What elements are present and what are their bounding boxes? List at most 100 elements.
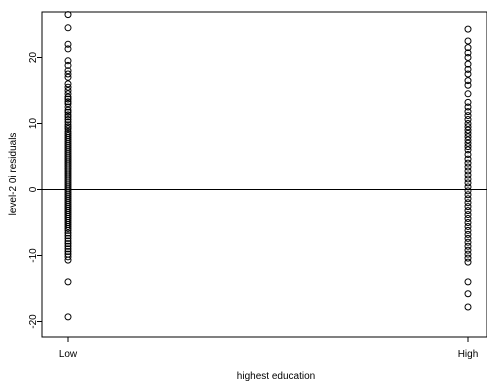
data-point-low [64,40,72,48]
data-point-high [464,219,472,226]
data-point-high [464,49,472,57]
data-point-low [64,116,72,124]
data-point-low [64,123,72,131]
data-point-low [64,237,72,245]
data-point-high [464,246,472,254]
data-point-high [464,278,472,286]
data-point-high [464,123,472,131]
data-point-high [464,187,472,195]
data-point-low [64,93,72,101]
data-point-low [64,125,72,133]
data-point-high [464,65,472,73]
data-point-low [64,222,72,230]
data-points [64,11,472,321]
data-point-high [464,44,472,52]
data-point-low [64,234,72,242]
data-point-high [464,151,472,159]
data-point-low [64,103,72,111]
data-point-high [464,254,472,262]
data-point-low [64,232,72,240]
data-point-low [64,45,72,53]
data-point-high [464,98,472,106]
data-point-high [464,211,472,219]
data-point-high [464,250,472,258]
data-point-high [464,242,472,250]
data-point-high [464,116,472,124]
y-tick-label: 10 [28,118,39,130]
data-point-high [464,155,472,163]
data-point-high [464,175,472,183]
data-point-high [464,230,472,238]
data-point-high [464,146,472,154]
data-point-high [464,136,472,144]
data-point-low [64,253,72,261]
data-point-high [464,163,472,171]
data-point-low [64,229,72,237]
x-tick-label: High [458,349,479,360]
data-point-low [64,73,72,81]
data-point-low [64,24,72,32]
data-point-high [464,195,472,203]
data-point-high [464,129,472,137]
data-point-high [464,54,472,61]
data-point-low [64,57,72,65]
data-point-high [464,77,472,85]
data-point-high [464,258,472,266]
data-point-high [464,171,472,179]
data-point-low [64,256,72,264]
data-point-low [64,61,72,69]
data-point-high [464,108,472,116]
data-point-high [464,215,472,223]
data-point-low [64,226,72,234]
data-point-low [64,113,72,121]
y-tick-label: -10 [28,248,39,263]
y-tick-label: 0 [28,186,39,192]
data-point-high [464,226,472,234]
data-point-low [64,87,72,94]
data-point-low [64,240,72,248]
data-point-low [64,80,72,88]
data-point-low [64,106,72,114]
data-point-low [64,121,72,129]
x-axis: Low High [59,337,478,360]
data-point-high [464,159,472,167]
data-point-high [464,203,472,211]
plot-frame [41,11,487,338]
data-point-high [464,112,472,120]
data-point-high [464,126,472,134]
data-point-high [464,139,472,147]
data-point-high [464,103,472,111]
data-point-high [464,133,472,141]
data-point-low [64,95,72,103]
y-tick-label: -20 [28,314,39,329]
data-point-low [64,224,72,232]
data-point-low [64,111,72,119]
data-point-high [464,191,472,199]
data-point-high [464,90,472,98]
data-point-low [64,100,72,108]
data-point-high [464,179,472,187]
data-point-high [464,238,472,246]
data-point-low [64,245,72,253]
data-point-high [464,199,472,207]
data-point-high [464,183,472,191]
y-axis: -20 -10 0 10 20 [28,52,42,329]
data-point-low [64,98,72,106]
y-axis-label: level-2 0i residuals [8,133,19,216]
data-point-low [64,278,72,286]
x-tick-label: Low [59,349,78,360]
data-point-low [64,67,72,75]
data-point-high [464,207,472,215]
data-point-high [464,167,472,175]
data-point-high [464,81,472,89]
data-point-low [64,313,72,321]
data-point-high [464,37,472,45]
data-point-low [64,118,72,126]
data-point-low [64,108,72,116]
data-point-low [64,248,72,256]
data-point-high [464,143,472,151]
data-point-high [464,234,472,242]
x-axis-label: highest education [237,371,315,382]
